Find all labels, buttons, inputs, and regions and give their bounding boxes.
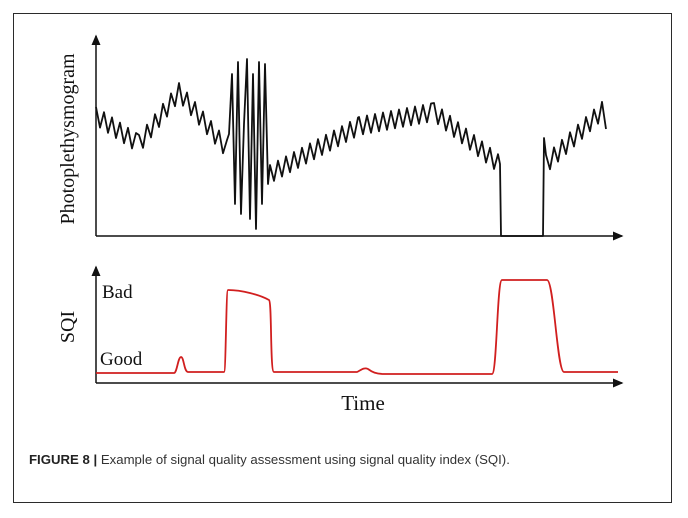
figure-frame: Photoplethysmogram SQI Bad Good Time FIG… [13,13,672,503]
time-axis-label: Time [341,391,385,415]
ppg-axis-label: Photoplethysmogram [57,53,79,225]
figure-diagram: Photoplethysmogram SQI Bad Good Time [57,34,624,415]
sqi-signal-line [96,279,618,375]
caption-figure-label: FIGURE 8 | [29,452,98,467]
sqi-level-good-label: Good [100,349,143,370]
sqi-axis-label: SQI [57,311,79,343]
ppg-signal-line [95,58,607,237]
figure-caption: FIGURE 8 | Example of signal quality ass… [29,448,659,472]
caption-text: Example of signal quality assessment usi… [97,452,510,467]
sqi-level-bad-label: Bad [102,282,133,303]
